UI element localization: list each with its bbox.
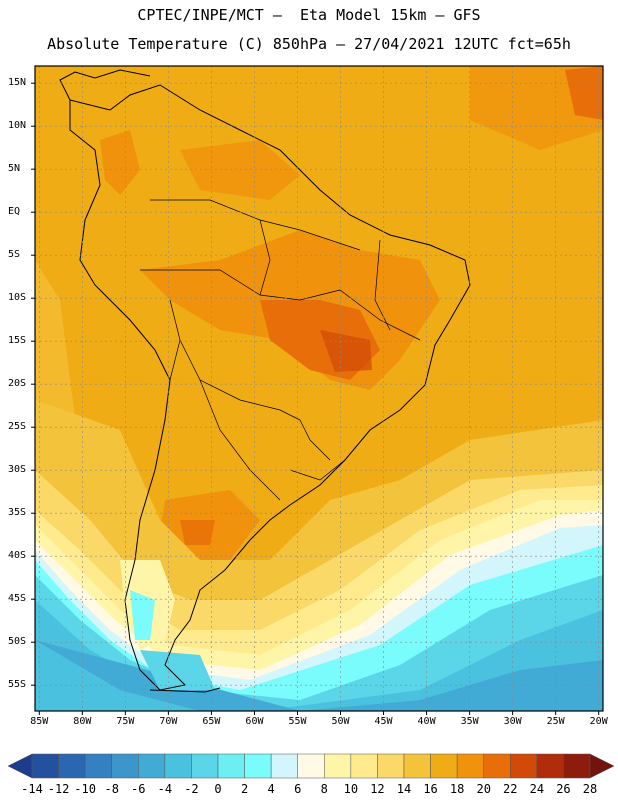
lon-label: 85W (30, 716, 49, 727)
colorbar-swatch (217, 753, 245, 779)
lat-label: 30S (8, 464, 27, 476)
lat-label: 55S (8, 679, 27, 691)
colorbar-tick-label: 20 (476, 782, 491, 796)
colorbar-tick-label: 8 (320, 782, 328, 796)
colorbar-tick-label: -4 (157, 782, 173, 796)
lon-label: 65W (202, 716, 221, 727)
colorbar-swatch (244, 753, 272, 779)
lat-label: 20S (8, 378, 27, 390)
colorbar-tick-label: 10 (343, 782, 359, 796)
lon-label: 30W (503, 716, 522, 727)
colorbar-tick-label: -8 (104, 782, 119, 796)
map-frame (34, 65, 604, 712)
lat-label: 35S (8, 507, 27, 519)
colorbar-tick-label: -6 (131, 782, 146, 796)
colorbar-tick-label: 2 (240, 782, 249, 796)
lat-label: 15S (8, 335, 27, 347)
colorbar-tick-label: 26 (556, 782, 571, 796)
colorbar-swatch (270, 753, 298, 779)
colorbar-tick-label: 0 (214, 782, 222, 796)
colorbar-tick-label: -14 (21, 782, 43, 796)
colorbar-tick-label: 28 (582, 782, 598, 796)
lat-label: 45S (8, 593, 27, 605)
colorbar-tick-label: -12 (47, 782, 70, 796)
lat-label: 5N (8, 163, 21, 175)
colorbar-swatch (191, 753, 219, 779)
colorbar-tick-label: 24 (529, 782, 545, 796)
colorbar-swatch (589, 753, 615, 779)
colorbar-swatch (483, 753, 511, 779)
lon-label: 60W (245, 716, 264, 727)
lat-label: 10S (8, 292, 27, 304)
lat-label: 25S (8, 421, 27, 433)
colorbar-swatch (510, 753, 538, 779)
colorbar-swatch (138, 753, 166, 779)
colorbar-swatch (377, 753, 405, 779)
lon-label: 25W (546, 716, 565, 727)
lon-label: 50W (331, 716, 350, 727)
temperature-colorbar (7, 753, 615, 779)
colorbar-swatch (536, 753, 564, 779)
lat-label: EQ (8, 206, 21, 218)
colorbar-swatch (31, 753, 59, 779)
map-title-line2: Absolute Temperature (C) 850hPa – 27/04/… (47, 35, 571, 53)
lon-label: 80W (73, 716, 92, 727)
lat-label: 10N (8, 120, 27, 132)
colorbar-swatch (111, 753, 139, 779)
lon-label: 55W (288, 716, 307, 727)
colorbar-tick-label: 16 (423, 782, 438, 796)
lat-label: 5S (8, 249, 21, 261)
lat-label: 50S (8, 636, 27, 648)
colorbar-tick-label: -2 (184, 782, 199, 796)
colorbar-swatch (324, 753, 352, 779)
colorbar-swatch (350, 753, 378, 779)
colorbar-swatch (297, 753, 325, 779)
country-borders (140, 199, 421, 501)
colorbar-tick-label: 12 (370, 782, 385, 796)
lon-label: 20W (589, 716, 608, 727)
colorbar-swatch (403, 753, 431, 779)
map-title-line1: CPTEC/INPE/MCT – Eta Model 15km – GFS (137, 6, 481, 24)
lon-label: 40W (417, 716, 436, 727)
lat-label: 40S (8, 550, 27, 562)
colorbar-swatch (456, 753, 484, 779)
lon-label: 45W (374, 716, 393, 727)
lon-label: 35W (460, 716, 479, 727)
colorbar-swatch (563, 753, 591, 779)
colorbar-swatch (58, 753, 86, 779)
colorbar-tick-label: 4 (267, 782, 275, 796)
lat-label: 15N (8, 77, 27, 89)
colorbar-tick-label: 22 (503, 782, 518, 796)
colorbar-swatch (7, 753, 33, 779)
colorbar-swatch (164, 753, 192, 779)
colorbar-swatch (430, 753, 458, 779)
colorbar-swatch (84, 753, 112, 779)
lon-label: 70W (159, 716, 178, 727)
colorbar-tick-label: 6 (294, 782, 302, 796)
colorbar-tick-label: 18 (449, 782, 465, 796)
colorbar-tick-label: -10 (74, 782, 96, 796)
lon-label: 75W (116, 716, 135, 727)
colorbar-tick-label: 14 (396, 782, 412, 796)
